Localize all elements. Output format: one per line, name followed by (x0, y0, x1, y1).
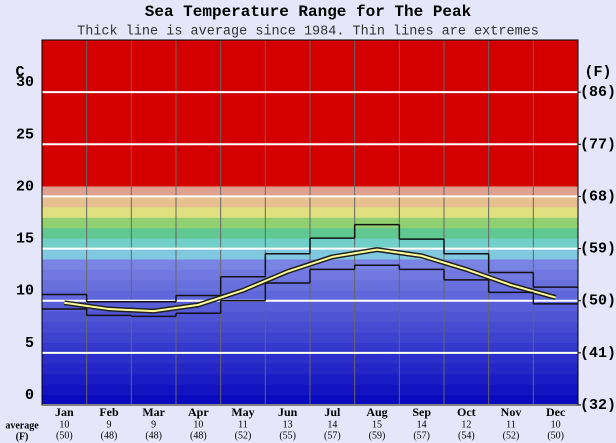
x-tick-label: May (231, 405, 254, 419)
avg-c: 12 (461, 419, 471, 430)
avg-c: 10 (59, 419, 69, 430)
avg-f: (57) (324, 430, 341, 441)
y2-tick-label: (59) (580, 241, 616, 258)
y2-tick-label: (41) (580, 345, 616, 362)
avg-c: 14 (327, 419, 337, 430)
avg-c: 10 (193, 419, 203, 430)
avg-f: (52) (503, 430, 520, 441)
avg-c: 10 (551, 419, 561, 430)
x-tick-label: Oct (457, 405, 476, 419)
x-tick-label: Sep (412, 405, 431, 419)
y-tick-label: 10 (16, 283, 34, 300)
avg-row-label: average (5, 420, 39, 431)
plot-frame (41, 39, 579, 406)
y-tick-label: 5 (25, 335, 34, 352)
y2-axis-label: (F) (584, 64, 611, 81)
x-tick-label: Mar (142, 405, 165, 419)
avg-f: (59) (369, 430, 386, 441)
avg-f: (48) (145, 430, 162, 441)
avg-c: 11 (506, 419, 516, 430)
x-tick-label: Aug (366, 405, 387, 419)
y-tick-label: 20 (16, 178, 34, 195)
avg-f: (48) (101, 430, 118, 441)
avg-row-label: (F) (16, 431, 29, 442)
avg-c: 11 (238, 419, 248, 430)
avg-c: 9 (107, 419, 112, 430)
x-tick-label: Apr (188, 405, 209, 419)
y2-tick-label: (68) (580, 188, 616, 205)
avg-f: (50) (56, 430, 73, 441)
y-tick-label: 30 (16, 74, 34, 91)
average-line (64, 248, 556, 313)
avg-c: 14 (417, 419, 427, 430)
y2-tick-label: (32) (580, 397, 616, 414)
y2-tick-label: (50) (580, 293, 616, 310)
avg-c: 13 (283, 419, 293, 430)
avg-f: (52) (235, 430, 252, 441)
chart-title: Sea Temperature Range for The Peak (145, 3, 472, 21)
avg-f: (50) (547, 430, 564, 441)
x-tick-label: Feb (99, 405, 119, 419)
x-tick-label: Jul (324, 405, 341, 419)
y2-tick-label: (77) (580, 136, 616, 153)
avg-f: (48) (190, 430, 207, 441)
x-tick-label: Dec (546, 405, 566, 419)
avg-f: (55) (279, 430, 296, 441)
y2-tick-label: (86) (580, 84, 616, 101)
y-tick-label: 25 (16, 126, 34, 143)
avg-c: 9 (151, 419, 156, 430)
avg-f: (57) (413, 430, 430, 441)
x-tick-label: Jan (55, 405, 74, 419)
x-tick-label: Nov (501, 405, 522, 419)
y-axis-label: C (15, 64, 24, 81)
y-tick-label: 0 (25, 387, 34, 404)
x-tick-label: Jun (278, 405, 298, 419)
y-tick-label: 15 (16, 231, 34, 248)
chart-subtitle: Thick line is average since 1984. Thin l… (77, 25, 539, 40)
avg-f: (54) (458, 430, 475, 441)
avg-c: 15 (372, 419, 382, 430)
